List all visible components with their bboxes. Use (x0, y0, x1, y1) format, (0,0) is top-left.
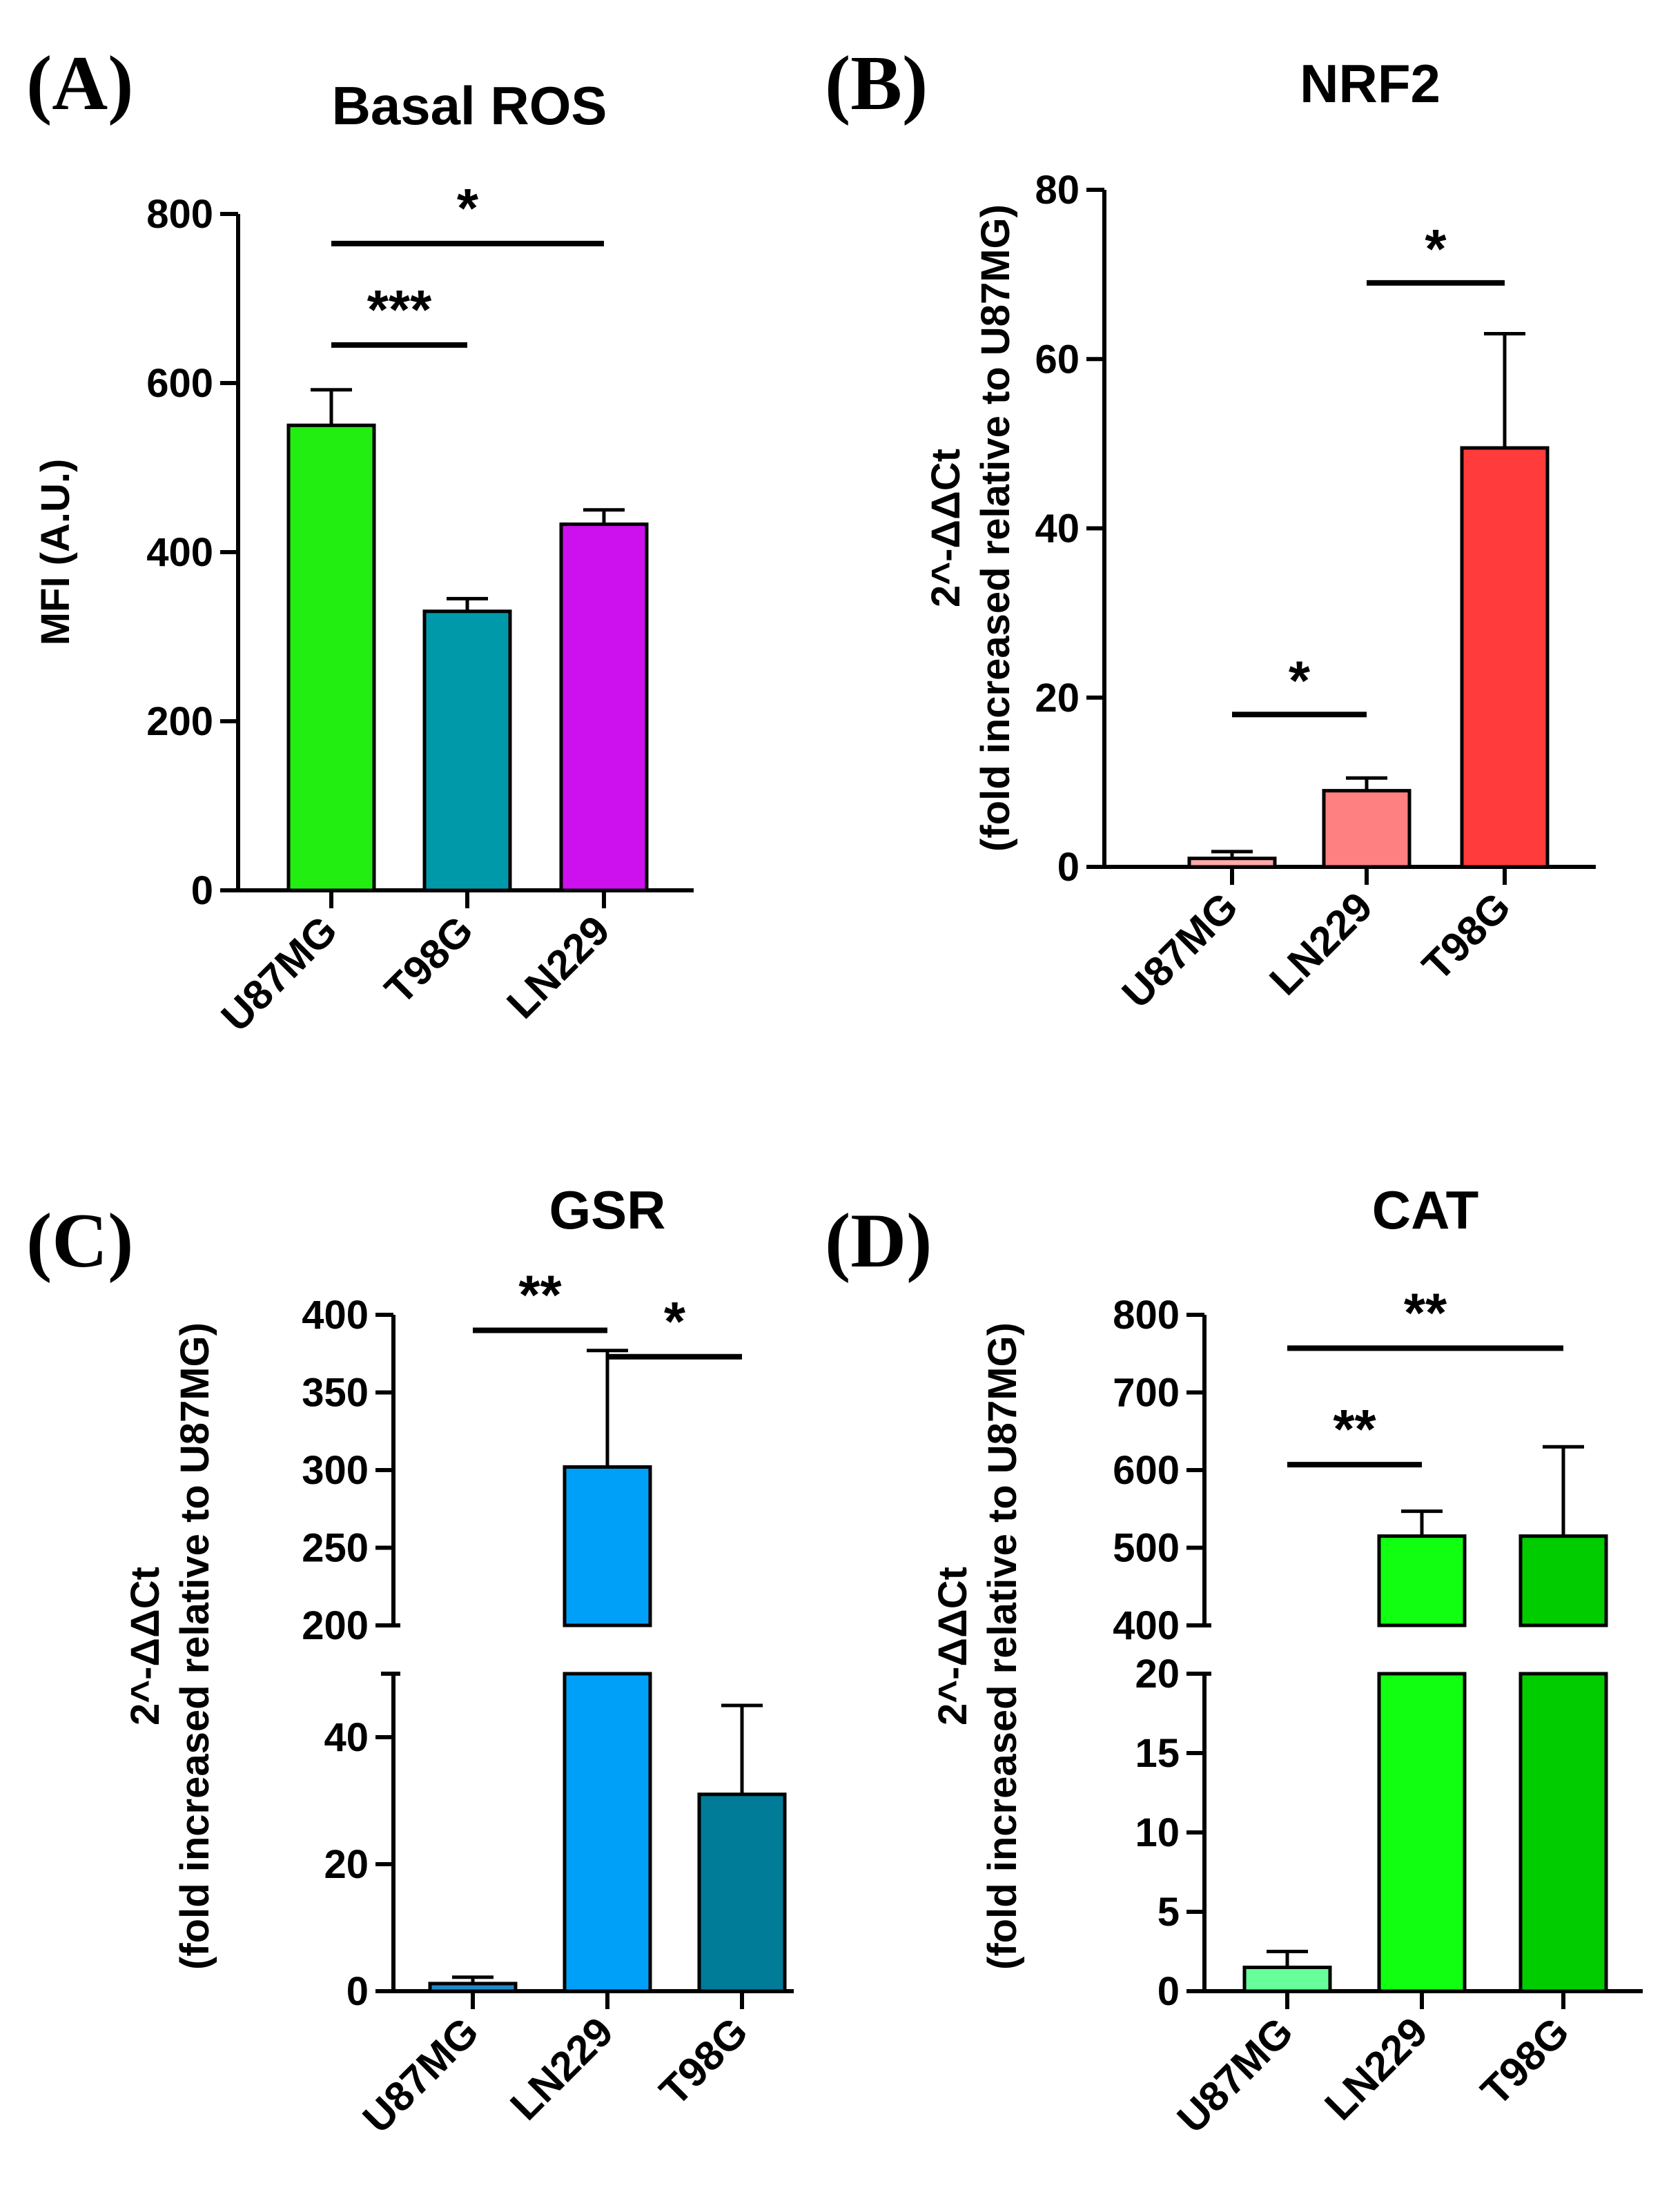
chart-panel-b: (B) NRF2 2^-ΔΔCt (fold increased relative t… (825, 41, 1596, 1017)
y-tick-label: 600 (146, 361, 213, 406)
bar (697, 1792, 787, 1993)
y-tick-label: 20 (1135, 1652, 1180, 1696)
y-tick-label: 800 (1113, 1293, 1180, 1338)
y-tick-label: 0 (346, 1969, 369, 2014)
y-axis-label: (fold increased relative to U87MG) (973, 204, 1018, 852)
chart-title: Basal ROS (332, 75, 607, 136)
x-tick-label: T98G (1414, 883, 1519, 989)
y-tick-label: 15 (1135, 1731, 1180, 1776)
chart-panel-a: (A) Basal ROS MFI (A.U.) 0 200 400 600 800 U87MG… (26, 41, 694, 1040)
x-tick-label: LN229 (1260, 883, 1381, 1004)
bar (422, 609, 512, 892)
significance-label: * (457, 177, 479, 239)
y-tick-label: 40 (1035, 507, 1080, 551)
y-axis-label: 2^-ΔΔCt (930, 1567, 975, 1725)
y-tick-label: 60 (1035, 337, 1080, 382)
bar (563, 1672, 652, 1993)
y-tick-label: 0 (1158, 1969, 1180, 2014)
chart-title: GSR (549, 1180, 665, 1240)
bar-upper-segment (1377, 1534, 1467, 1627)
y-tick-label: 400 (1113, 1603, 1180, 1648)
significance-label: * (1289, 649, 1311, 711)
y-tick-label: 80 (1035, 168, 1080, 213)
y-axis-label: (fold increased relative to U87MG) (980, 1322, 1025, 1970)
y-axis-label: 2^-ΔΔCt (924, 449, 968, 607)
chart-title: NRF2 (1300, 53, 1440, 114)
y-tick-label: 500 (1113, 1526, 1180, 1571)
y-tick-label: 0 (191, 868, 213, 913)
bar (1460, 446, 1550, 869)
y-tick-label: 20 (1035, 676, 1080, 721)
y-tick-label: 250 (302, 1526, 369, 1571)
x-tick-label: U87MG (213, 907, 346, 1041)
bar-upper-segment (1518, 1534, 1608, 1627)
x-tick-label: LN229 (1316, 2008, 1436, 2129)
bar (1322, 789, 1412, 869)
panel-label: (C) (26, 1198, 133, 1284)
chart-panel-c: (C) GSR 2^-ΔΔCt (fold increased relative to… (26, 1180, 794, 2142)
chart-title: CAT (1372, 1180, 1479, 1240)
x-tick-label: U87MG (1113, 883, 1247, 1017)
y-tick-label: 600 (1113, 1448, 1180, 1493)
x-tick-label: T98G (1472, 2008, 1578, 2114)
x-tick-label: U87MG (1169, 2008, 1302, 2142)
y-axis-label: 2^-ΔΔCt (123, 1567, 168, 1725)
significance-label: *** (367, 279, 432, 340)
y-tick-label: 40 (324, 1715, 369, 1760)
x-tick-label: LN229 (501, 2008, 622, 2129)
y-tick-label: 200 (146, 699, 213, 744)
x-tick-label: LN229 (498, 907, 618, 1028)
significance-label: ** (518, 1264, 562, 1326)
significance-label: * (664, 1291, 686, 1352)
bar (428, 1982, 518, 1993)
y-axis-label: (fold increased relative to U87MG) (173, 1322, 217, 1970)
bar (559, 522, 649, 892)
y-tick-label: 10 (1135, 1810, 1180, 1855)
panel-label: (B) (825, 41, 928, 126)
y-tick-label: 800 (146, 192, 213, 237)
bar-upper-segment (563, 1465, 652, 1627)
bar (286, 423, 376, 892)
x-tick-label: U87MG (354, 2008, 488, 2142)
significance-label: * (1425, 218, 1447, 280)
bar (1518, 1672, 1608, 1993)
y-tick-label: 5 (1158, 1890, 1180, 1935)
bar (1187, 857, 1277, 869)
y-tick-label: 300 (302, 1448, 369, 1493)
bar (1242, 1966, 1332, 1993)
y-tick-label: 20 (324, 1842, 369, 1887)
y-tick-label: 400 (302, 1293, 369, 1338)
bar (1377, 1672, 1467, 1993)
significance-label: ** (1404, 1282, 1447, 1343)
y-tick-label: 400 (146, 530, 213, 575)
y-tick-label: 200 (302, 1603, 369, 1648)
panel-label: (D) (825, 1198, 932, 1284)
panel-label: (A) (26, 41, 133, 126)
chart-panel-d: (D) CAT 2^-ΔΔCt (fold increased relative to… (825, 1180, 1643, 2142)
x-tick-label: T98G (376, 907, 482, 1013)
x-tick-label: T98G (651, 2008, 756, 2114)
y-tick-label: 0 (1057, 845, 1080, 890)
significance-label: ** (1333, 1398, 1376, 1460)
y-axis-label: MFI (A.U.) (33, 459, 78, 646)
y-tick-label: 700 (1113, 1371, 1180, 1416)
y-tick-label: 350 (302, 1371, 369, 1416)
